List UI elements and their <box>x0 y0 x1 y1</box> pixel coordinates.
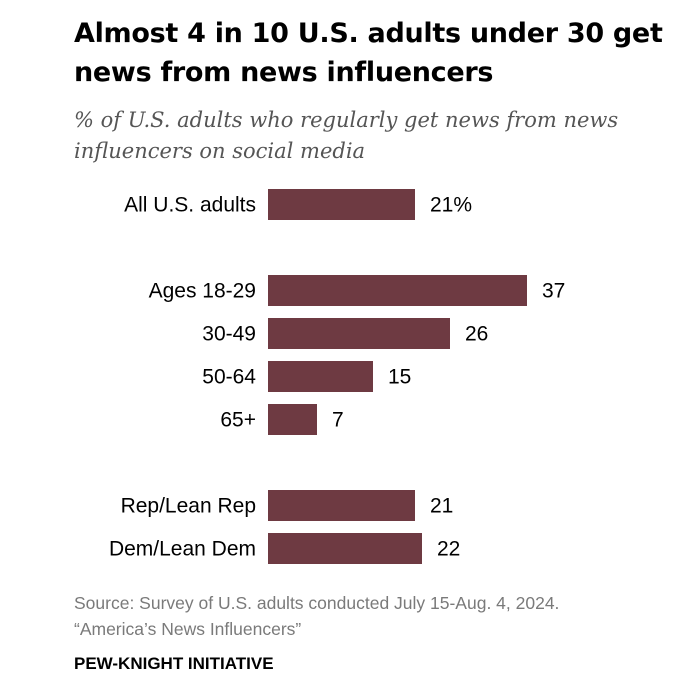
source-line-1: Source: Survey of U.S. adults conducted … <box>74 593 560 613</box>
bar-50-64 <box>268 361 373 392</box>
bar-rep-lean-rep <box>268 490 415 521</box>
value-label-30-49: 26 <box>465 323 488 346</box>
value-label-all-u-s-adults: 21% <box>430 194 472 217</box>
value-label-65: 7 <box>332 409 344 432</box>
category-label-50-64: 50-64 <box>202 366 256 389</box>
chart-subtitle: % of U.S. adults who regularly get news … <box>74 108 619 163</box>
category-label-30-49: 30-49 <box>202 323 256 346</box>
value-label-50-64: 15 <box>388 366 411 389</box>
bar-all-u-s-adults <box>268 189 415 220</box>
category-label-65: 65+ <box>220 409 256 432</box>
bar-ages-18-29 <box>268 275 527 306</box>
category-label-all-u-s-adults: All U.S. adults <box>124 194 256 217</box>
bar-30-49 <box>268 318 450 349</box>
category-label-ages-18-29: Ages 18-29 <box>149 280 256 303</box>
chart-title: Almost 4 in 10 U.S. adults under 30 get … <box>74 18 663 88</box>
organization-label: PEW-KNIGHT INITIATIVE <box>74 654 274 673</box>
bar-dem-lean-dem <box>268 533 422 564</box>
category-label-rep-lean-rep: Rep/Lean Rep <box>121 495 256 518</box>
value-label-rep-lean-rep: 21 <box>430 495 453 518</box>
value-label-dem-lean-dem: 22 <box>437 538 460 561</box>
value-label-ages-18-29: 37 <box>542 280 565 303</box>
category-label-dem-lean-dem: Dem/Lean Dem <box>109 538 256 561</box>
source-line-2: “America’s News Influencers” <box>74 619 302 639</box>
bar-chart: All U.S. adults 21% Ages 18-29 37 30-49 26 50-… <box>109 189 565 564</box>
source-note: Source: Survey of U.S. adults conducted … <box>74 590 684 642</box>
bar-65 <box>268 404 317 435</box>
